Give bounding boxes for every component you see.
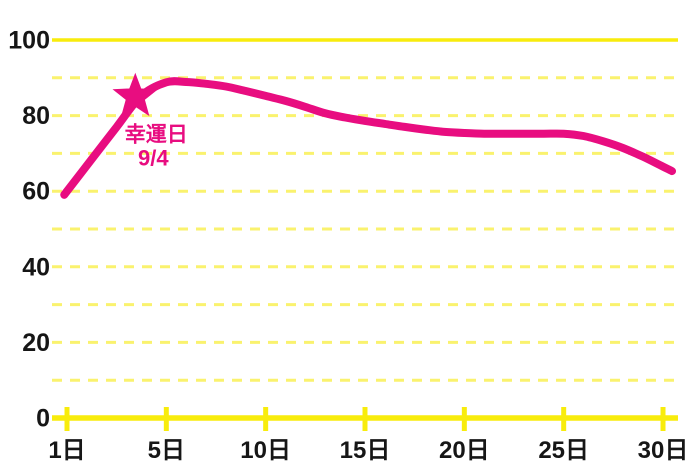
y-axis-label-80: 80 [22,102,50,130]
y-axis-label-100: 100 [8,27,50,55]
y-axis-label-0: 0 [36,405,50,433]
x-axis-label-30日: 30日 [638,437,689,464]
lucky-day-date: 9/4 [138,146,169,171]
lucky-day-star-icon [112,72,159,117]
x-axis-label-5日: 5日 [148,437,185,464]
x-axis-label-15日: 15日 [340,437,391,464]
x-axis-label-1日: 1日 [48,437,85,464]
y-axis-label-20: 20 [22,329,50,357]
y-axis-label-60: 60 [22,178,50,206]
x-axis-label-10日: 10日 [240,437,291,464]
fortune-line [60,77,676,199]
x-axis-label-20日: 20日 [439,437,490,464]
y-axis-label-40: 40 [22,253,50,281]
x-axis-label-25日: 25日 [538,437,589,464]
lucky-day-label: 幸運日 [125,123,188,147]
